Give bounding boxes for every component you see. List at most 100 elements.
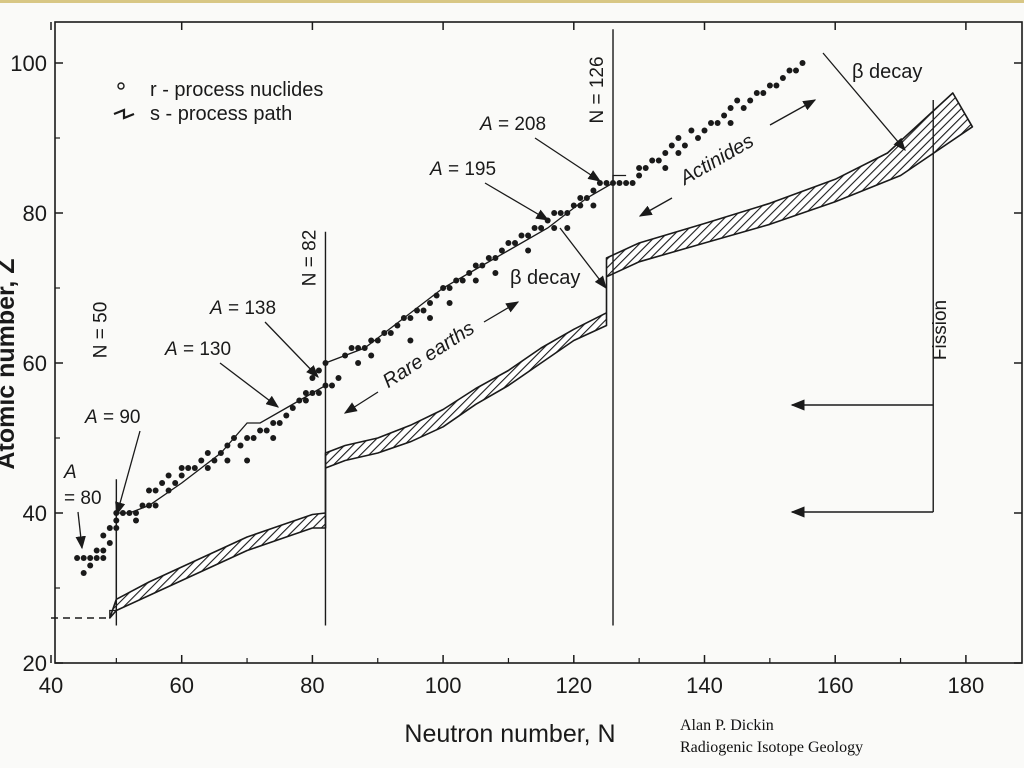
r-process-point — [119, 510, 126, 516]
r-process-point — [727, 120, 734, 126]
r-process-point — [453, 277, 460, 284]
r-process-point — [662, 165, 669, 171]
legend-r-process-marker — [117, 82, 125, 90]
r-process-point — [779, 75, 786, 81]
x-tick-label: 160 — [817, 673, 854, 698]
r-process-point — [87, 555, 94, 561]
r-process-point — [374, 337, 381, 344]
s-process-line — [109, 174, 627, 618]
annotation-arrows — [75, 52, 934, 550]
r-process-point — [740, 105, 747, 111]
r-process-point — [466, 270, 473, 276]
r-process-point — [636, 172, 643, 179]
mass-annotation-arrow — [534, 137, 602, 182]
r-process-point — [302, 397, 309, 404]
r-process-point — [244, 457, 251, 464]
mass-annotation-arrow — [484, 182, 550, 221]
credit-book-title: Radiogenic Isotope Geology — [680, 739, 864, 756]
r-process-point — [753, 90, 760, 96]
r-process-point — [133, 510, 139, 516]
actinides-label: Actinides — [675, 130, 757, 190]
r-process-point — [302, 390, 309, 396]
r-process-point — [773, 82, 780, 89]
r-process-point — [603, 180, 610, 186]
mass-annotation-arrow — [75, 511, 86, 550]
r-process-point — [355, 360, 362, 366]
r-process-point — [106, 540, 113, 546]
rare-earths-arrow-right — [483, 301, 520, 323]
r-process-point — [394, 322, 401, 329]
r-process-point — [126, 510, 133, 516]
r-process-point — [616, 180, 623, 186]
mass-annotation-label: = 80 — [64, 488, 102, 509]
r-process-point — [472, 277, 479, 284]
r-process-point — [590, 187, 597, 194]
mass-annotation-label: A = 195 — [429, 159, 496, 180]
r-process-point — [172, 480, 179, 486]
r-process-point — [244, 435, 251, 441]
r-process-point — [217, 450, 224, 456]
mass-annotation-label: A = 208 — [479, 114, 546, 135]
r-process-point — [708, 120, 714, 126]
actinides-arrow-left — [638, 197, 673, 217]
r-process-point — [368, 337, 375, 344]
r-process-point — [551, 225, 558, 231]
r-process-point — [74, 555, 81, 561]
r-process-point — [361, 345, 368, 351]
r-process-point — [178, 465, 185, 471]
top-accent-bar — [0, 0, 1024, 3]
magic-number-label: N = 82 — [299, 230, 320, 287]
magic-label-group: N = 50 — [90, 302, 111, 359]
r-process-point — [231, 435, 237, 441]
r-process-point — [446, 300, 453, 306]
r-process-point — [322, 360, 329, 366]
legend-r-process-label: r - process nuclides — [150, 79, 323, 101]
x-axis-title: Neutron number, N — [404, 720, 615, 748]
r-process-point — [368, 352, 375, 359]
r-process-point — [642, 165, 649, 171]
mass-annotation-arrow — [264, 321, 319, 378]
actinides-group: Actinides — [675, 130, 757, 190]
x-tick-label: 60 — [169, 673, 193, 698]
r-process-point — [270, 420, 277, 426]
y-axis-label: Atomic number, Z — [0, 258, 20, 469]
r-process-point — [309, 375, 316, 381]
r-process-point — [747, 97, 754, 104]
r-process-point — [557, 210, 564, 216]
beta-decay-label-top: β decay — [852, 61, 922, 83]
r-process-point — [538, 225, 545, 231]
rare-earths-arrow-left — [343, 391, 379, 414]
magic-label-group: N = 82 — [299, 230, 320, 287]
r-process-point — [492, 255, 499, 261]
r-process-point — [224, 442, 231, 449]
r-process-point — [342, 352, 349, 359]
r-process-point — [152, 502, 159, 509]
r-process-point — [766, 82, 773, 89]
r-process-point — [688, 127, 695, 134]
r-process-point — [577, 202, 584, 209]
x-tick-label: 180 — [948, 673, 985, 698]
r-process-point — [139, 502, 146, 509]
r-process-point — [498, 247, 505, 254]
s-process-path — [51, 174, 627, 619]
r-process-point — [276, 420, 283, 426]
actinides-arrow-right — [769, 99, 817, 126]
r-process-point — [204, 465, 211, 471]
r-process-point — [668, 142, 675, 149]
y-tick-label: 100 — [10, 51, 47, 76]
fission-group: Fission — [930, 300, 951, 360]
rare-earths-label: Rare earths — [379, 317, 479, 392]
r-process-point — [178, 472, 185, 479]
r-process-point — [191, 465, 198, 471]
r-process-point — [675, 135, 682, 141]
magic-number-label: N = 126 — [587, 56, 608, 123]
r-process-point — [348, 345, 355, 351]
magic-number-lines: N = 50 N = 82 N = 126 — [90, 29, 614, 626]
r-process-point — [335, 375, 342, 381]
r-process-point — [322, 382, 329, 389]
r-process-point — [636, 165, 643, 171]
r-process-point — [224, 457, 231, 464]
mass-annotation-arrow — [219, 362, 280, 408]
r-process-point — [315, 367, 322, 374]
r-process-point — [564, 210, 571, 216]
